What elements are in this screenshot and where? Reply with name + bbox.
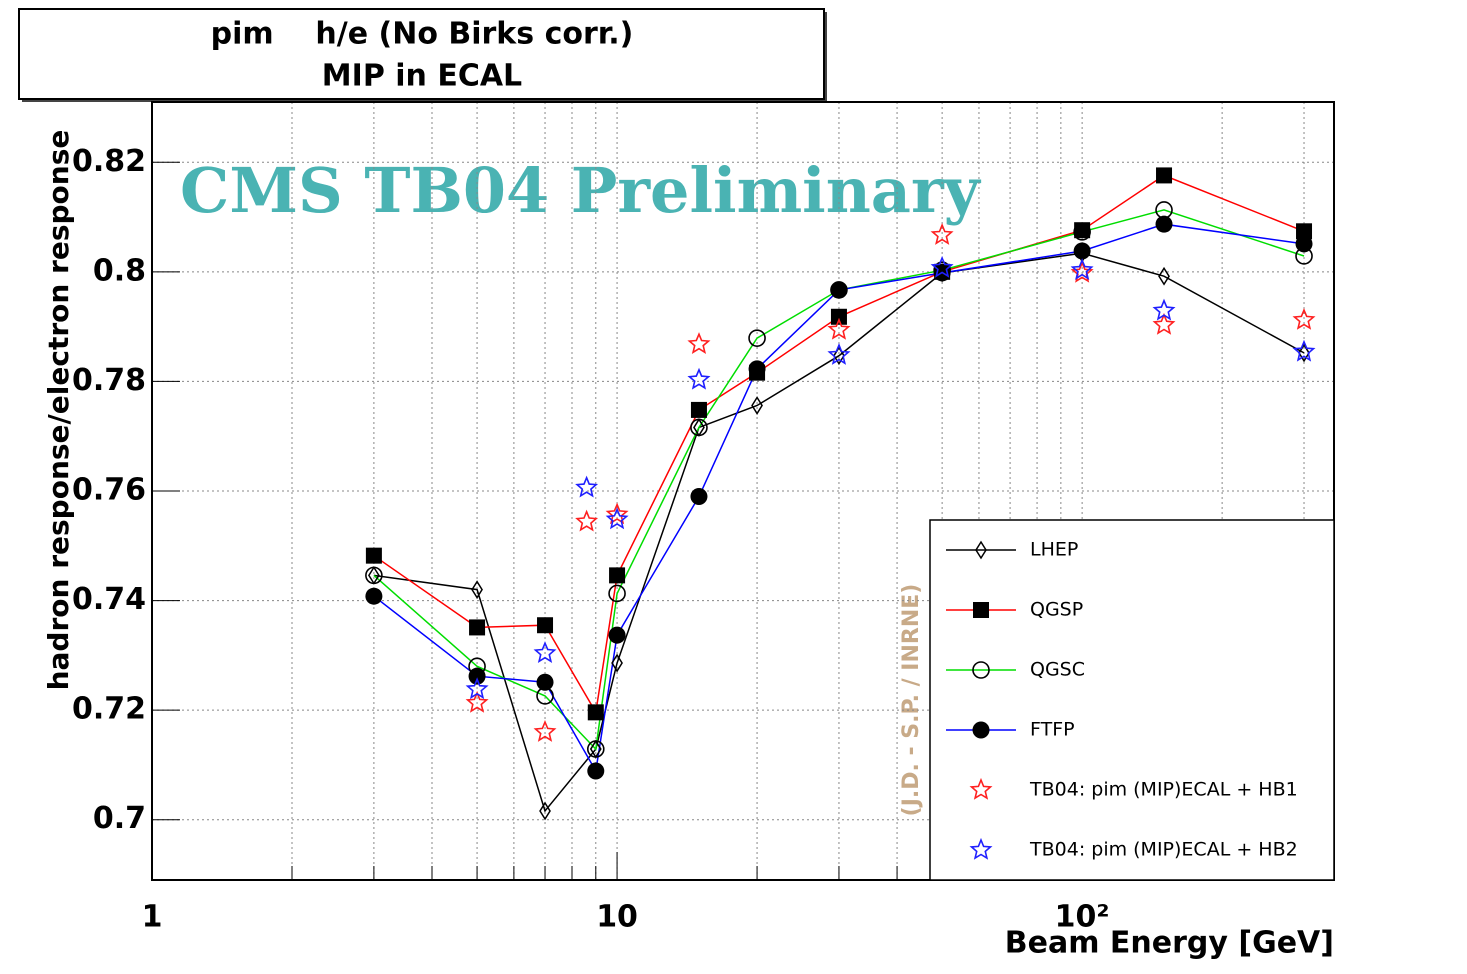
data-point xyxy=(575,475,599,498)
data-point xyxy=(536,673,554,691)
data-point xyxy=(1295,235,1313,253)
legend-label: LHEP xyxy=(1030,539,1078,561)
data-point xyxy=(1152,312,1176,335)
series-line xyxy=(373,223,1305,774)
y-axis-label: hadron response/electron response xyxy=(42,130,75,691)
data-point xyxy=(1156,167,1173,184)
data-point xyxy=(748,329,766,347)
y-tick-label: 0.72 xyxy=(72,692,146,727)
legend-label: QGSC xyxy=(1030,659,1085,681)
data-point xyxy=(1070,258,1094,281)
y-tick-label: 0.76 xyxy=(72,473,146,508)
data-point xyxy=(690,487,708,505)
legend-marker xyxy=(975,540,987,560)
data-point xyxy=(1073,223,1091,241)
legend-marker xyxy=(973,602,989,618)
data-point xyxy=(1292,308,1316,330)
credit: (J.D. - S.P. / INRNE) xyxy=(899,584,924,817)
legend-label: TB04: pim (MIP)ECAL + HB2 xyxy=(1029,839,1298,861)
y-tick-label: 0.8 xyxy=(93,253,146,288)
series-line xyxy=(373,209,1305,751)
chart-subtitle: MIP in ECAL xyxy=(322,59,522,94)
legend-box xyxy=(929,519,1335,881)
data-point xyxy=(690,418,708,437)
data-point xyxy=(587,704,604,721)
data-point xyxy=(471,580,483,600)
legend-marker xyxy=(969,837,993,860)
data-point xyxy=(365,547,382,564)
data-point xyxy=(539,801,551,821)
data-point xyxy=(833,346,845,366)
data-point xyxy=(605,502,629,525)
y-tick-label: 0.74 xyxy=(72,582,146,617)
data-point xyxy=(608,626,626,644)
data-point xyxy=(1158,266,1170,286)
x-tick-label: 10 xyxy=(596,900,638,935)
data-point xyxy=(586,740,605,758)
data-point xyxy=(605,507,629,530)
plot-frame xyxy=(151,101,1335,881)
data-point xyxy=(1074,222,1091,239)
data-point xyxy=(365,566,383,585)
x-tick-label: 1 xyxy=(142,900,163,935)
data-point xyxy=(1292,339,1316,362)
y-tick-label: 0.7 xyxy=(93,801,146,836)
data-point xyxy=(930,223,954,245)
data-point xyxy=(469,619,486,636)
data-point xyxy=(587,762,605,780)
data-point xyxy=(930,255,954,278)
data-point xyxy=(830,281,848,299)
y-tick-label: 0.82 xyxy=(72,144,146,179)
chart-title: pim h/e (No Birks corr.) xyxy=(211,17,634,52)
data-point xyxy=(748,360,766,378)
data-point xyxy=(1073,242,1091,260)
x-axis-label: Beam Energy [GeV] xyxy=(1005,926,1334,961)
data-point xyxy=(575,509,599,532)
y-tick-label: 0.78 xyxy=(72,363,146,398)
data-point xyxy=(611,653,623,673)
data-point xyxy=(687,332,711,355)
data-point xyxy=(609,567,626,584)
legend-label: QGSP xyxy=(1030,599,1083,621)
data-point xyxy=(465,690,489,713)
legend-marker xyxy=(972,661,990,679)
data-point xyxy=(827,317,851,340)
data-point xyxy=(751,396,763,415)
data-point xyxy=(1296,223,1313,240)
legend-marker xyxy=(972,721,990,739)
legend-label: TB04: pim (MIP)ECAL + HB1 xyxy=(1029,779,1298,801)
data-point xyxy=(537,617,554,634)
watermark: CMS TB04 Preliminary xyxy=(180,154,982,227)
data-point xyxy=(465,677,489,700)
x-tick-label: 10² xyxy=(1055,900,1110,935)
data-point xyxy=(468,667,486,685)
data-point xyxy=(533,641,557,663)
data-point xyxy=(827,343,851,365)
title-box xyxy=(18,8,825,100)
data-point xyxy=(687,367,711,390)
data-point xyxy=(690,401,707,418)
series-line xyxy=(373,174,1305,715)
data-point xyxy=(1152,298,1176,321)
data-point xyxy=(1155,215,1173,233)
data-point xyxy=(608,584,626,603)
legend-marker xyxy=(969,777,993,800)
data-point xyxy=(830,308,847,325)
data-point xyxy=(365,587,383,605)
data-point xyxy=(1298,343,1310,363)
data-point xyxy=(533,720,557,742)
series-line xyxy=(373,252,1305,813)
legend-label: FTFP xyxy=(1030,719,1075,741)
